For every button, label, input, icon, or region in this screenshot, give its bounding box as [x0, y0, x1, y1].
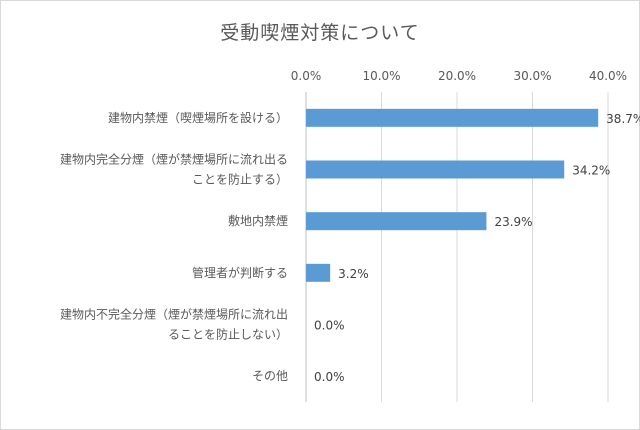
data-label: 23.9% — [494, 215, 532, 229]
category-label: 建物内不完全分煙（煙が禁煙場所に流れ出 — [60, 307, 288, 322]
category-label: ることを防止しない） — [168, 327, 288, 342]
data-label: 3.2% — [338, 267, 369, 281]
x-tick-label: 10.0% — [362, 69, 400, 83]
data-label: 0.0% — [314, 319, 345, 333]
bar — [306, 212, 487, 231]
bar — [306, 263, 331, 282]
x-tick-label: 40.0% — [589, 69, 627, 83]
category-label: 建物内完全分煙（煙が禁煙場所に流れ出る — [60, 152, 288, 167]
category-label: ことを防止する） — [192, 172, 288, 187]
bar — [306, 108, 599, 127]
category-label: 建物内禁煙（喫煙場所を設ける） — [108, 110, 288, 125]
x-tick-label: 30.0% — [513, 69, 551, 83]
bar — [306, 160, 565, 179]
x-tick-label: 20.0% — [438, 69, 476, 83]
data-label: 0.0% — [314, 370, 345, 384]
data-label: 38.7% — [606, 112, 640, 126]
category-label: 管理者が判断する — [192, 265, 288, 280]
data-label: 34.2% — [572, 164, 610, 178]
category-label: 敷地内禁煙 — [228, 213, 288, 228]
category-label: その他 — [252, 369, 288, 383]
x-tick-label: 0.0% — [291, 69, 322, 83]
chart-title: 受動喫煙対策について — [220, 22, 420, 44]
